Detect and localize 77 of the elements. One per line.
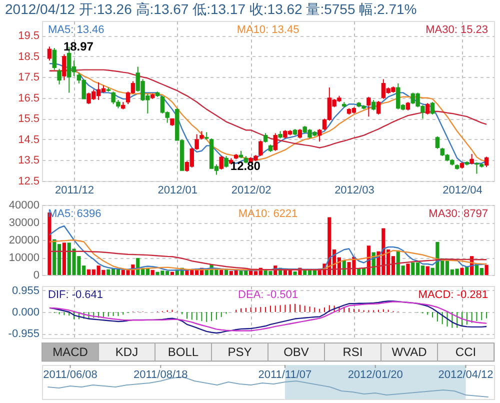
chart-title: 2012/04/12 开:13.26 高:13.67 低:13.17 收:13.62 量:5755 幅:2.71% bbox=[5, 1, 417, 17]
y-tick-label: 30000 bbox=[8, 217, 40, 229]
y-tick-label: 17.5 bbox=[18, 72, 40, 84]
bar bbox=[293, 272, 297, 275]
bar bbox=[220, 270, 224, 275]
x-tick-label: 2012/04/12 bbox=[438, 369, 494, 381]
candlestick bbox=[219, 156, 224, 170]
candlestick bbox=[47, 46, 52, 61]
x-tick-label: 2012/02 bbox=[231, 184, 272, 196]
bar bbox=[460, 268, 464, 275]
candlestick bbox=[258, 140, 263, 157]
text: MA30: 15.23 bbox=[426, 24, 488, 36]
y-tick-label: 15.5 bbox=[18, 113, 40, 126]
y-tick-label: 10000 bbox=[8, 252, 40, 264]
text: MA5: 13.46 bbox=[48, 24, 104, 36]
annotation: 18.97 bbox=[63, 40, 94, 54]
candlestick bbox=[366, 96, 371, 118]
y-tick-label: 14.5 bbox=[18, 134, 40, 146]
y-tick-label: 20000 bbox=[8, 234, 40, 246]
x-tick-label: 2011/06/08 bbox=[43, 369, 98, 381]
x-tick-label: 2011/12 bbox=[55, 184, 94, 196]
text: CCI bbox=[455, 345, 476, 359]
candlestick bbox=[426, 102, 430, 116]
series-label: DEA: -0.501 bbox=[238, 289, 298, 301]
y-tick-label: 0.955 bbox=[12, 284, 40, 297]
candlestick bbox=[371, 99, 376, 111]
candlestick bbox=[273, 132, 278, 152]
x-tick-label: 2011/11/07 bbox=[258, 369, 312, 381]
line-series bbox=[48, 250, 488, 270]
text: PSY bbox=[228, 345, 252, 359]
x-tick-label: 2012/04 bbox=[442, 184, 482, 196]
candlestick bbox=[298, 128, 302, 139]
candlestick bbox=[376, 100, 381, 116]
text: OBV bbox=[284, 345, 309, 359]
bar bbox=[170, 272, 174, 275]
y-tick-label: 16.5 bbox=[18, 92, 40, 104]
x-tick-label: 2012/01 bbox=[158, 184, 198, 196]
candlestick bbox=[62, 54, 66, 81]
bar bbox=[465, 266, 469, 275]
y-tick-label: 40000 bbox=[8, 200, 40, 212]
y-tick-label: 19.5 bbox=[18, 30, 40, 42]
bar bbox=[426, 266, 430, 275]
y-tick-label: -0.955 bbox=[8, 328, 40, 340]
y-tick-label: 12.5 bbox=[18, 176, 40, 188]
annotation: 12.80 bbox=[230, 158, 261, 173]
series-label: DIF: -0.641 bbox=[48, 289, 104, 301]
series-label: MA5: 6396 bbox=[48, 208, 102, 220]
x-tick-label: 2012/03 bbox=[334, 184, 374, 196]
y-tick-label: 13.5 bbox=[18, 154, 40, 167]
candlestick bbox=[224, 156, 228, 168]
y-tick-label: 0 bbox=[33, 270, 40, 282]
text: RSI bbox=[342, 345, 363, 359]
candlestick bbox=[470, 153, 474, 165]
bar bbox=[406, 264, 410, 275]
series-label: MACD: -0.281 bbox=[418, 289, 488, 301]
bar bbox=[484, 264, 488, 275]
x-tick-label: 2011/08/18 bbox=[134, 369, 188, 381]
text: KDJ bbox=[115, 345, 138, 359]
candlestick bbox=[57, 68, 62, 85]
candlestick bbox=[263, 132, 268, 144]
text: MA30: 8797 bbox=[428, 208, 488, 220]
candlestick bbox=[52, 48, 56, 70]
bar bbox=[150, 270, 154, 275]
y-tick-label: 18.5 bbox=[18, 50, 40, 63]
candlestick bbox=[435, 136, 440, 150]
line-series bbox=[48, 225, 488, 272]
y-tick-label: 0.000 bbox=[12, 306, 40, 318]
text: MACD bbox=[52, 345, 88, 359]
candlestick bbox=[484, 156, 489, 168]
text: BOLL bbox=[168, 345, 199, 359]
text: MA10: 13.45 bbox=[236, 24, 300, 36]
x-tick-label: 2012/01/20 bbox=[348, 369, 403, 381]
candlestick bbox=[317, 128, 322, 142]
candlestick bbox=[430, 102, 435, 116]
text: WVAD bbox=[392, 345, 428, 359]
bar bbox=[62, 242, 66, 275]
text: MA10: 6221 bbox=[238, 208, 298, 220]
